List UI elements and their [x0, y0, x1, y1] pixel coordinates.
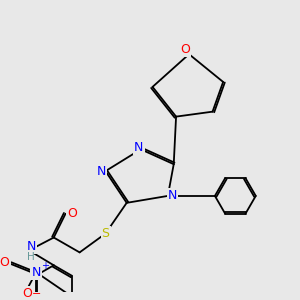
Text: N: N [26, 240, 36, 253]
Text: N: N [97, 165, 106, 178]
Text: S: S [101, 227, 110, 240]
Text: N: N [134, 141, 143, 154]
Text: O: O [22, 287, 32, 300]
Text: O: O [180, 43, 190, 56]
Text: +: + [41, 261, 49, 272]
Text: N: N [168, 189, 177, 203]
Text: O: O [68, 207, 77, 220]
Text: H: H [27, 252, 35, 262]
Text: −: − [32, 289, 41, 299]
Text: O: O [0, 256, 10, 269]
Text: N: N [32, 266, 41, 279]
